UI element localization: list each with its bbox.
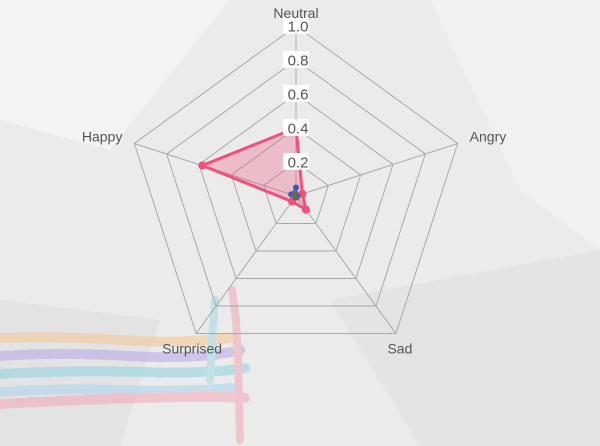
series-area [200, 126, 308, 212]
grid-ring [263, 161, 329, 225]
axis-spoke [295, 195, 397, 334]
radial-tick-labels: 0.2 0.4 0.6 0.8 1.0 [283, 17, 309, 172]
axis-label-happy: Happy [82, 128, 122, 144]
axis-label-neutral: Neutral [273, 5, 318, 21]
tick-label-bg [283, 153, 309, 170]
tick-label-bg [283, 85, 309, 102]
tick-label-group: 1.0 [283, 17, 309, 36]
data-point [301, 205, 310, 214]
axis-label-surprised: Surprised [162, 341, 222, 357]
tick-label: 0.8 [288, 53, 309, 70]
tick-label-group: 0.8 [283, 51, 309, 70]
tick-label-group: 0.2 [283, 153, 309, 172]
data-point [198, 161, 207, 170]
tick-label: 0.2 [288, 155, 309, 172]
grid-ring [166, 59, 426, 307]
axis-label-angry: Angry [470, 128, 507, 144]
decorative-strands [0, 286, 250, 444]
bg-facet [430, 0, 600, 250]
bg-facet [0, 0, 230, 150]
grid-ring [133, 25, 459, 335]
tick-label-group: 0.4 [283, 119, 309, 138]
data-point [291, 192, 298, 199]
axis-spoke [195, 195, 297, 334]
radar-series [198, 124, 310, 214]
grid-ring [198, 93, 394, 280]
axis-spoke [295, 142, 458, 197]
tick-label: 0.6 [288, 87, 309, 104]
axis-label-sad: Sad [387, 341, 412, 357]
tick-label-bg [283, 119, 309, 136]
radar-grid [133, 25, 459, 335]
tick-label-bg [283, 51, 309, 68]
data-point [293, 184, 299, 191]
grid-ring [230, 127, 362, 252]
tick-label-bg [283, 17, 309, 34]
tick-label-group: 0.6 [283, 85, 309, 104]
tick-label: 1.0 [288, 19, 309, 36]
axis-labels: Neutral Angry Sad Surprised Happy [82, 5, 506, 357]
bg-facet [330, 250, 600, 446]
tick-label: 0.4 [288, 121, 309, 138]
